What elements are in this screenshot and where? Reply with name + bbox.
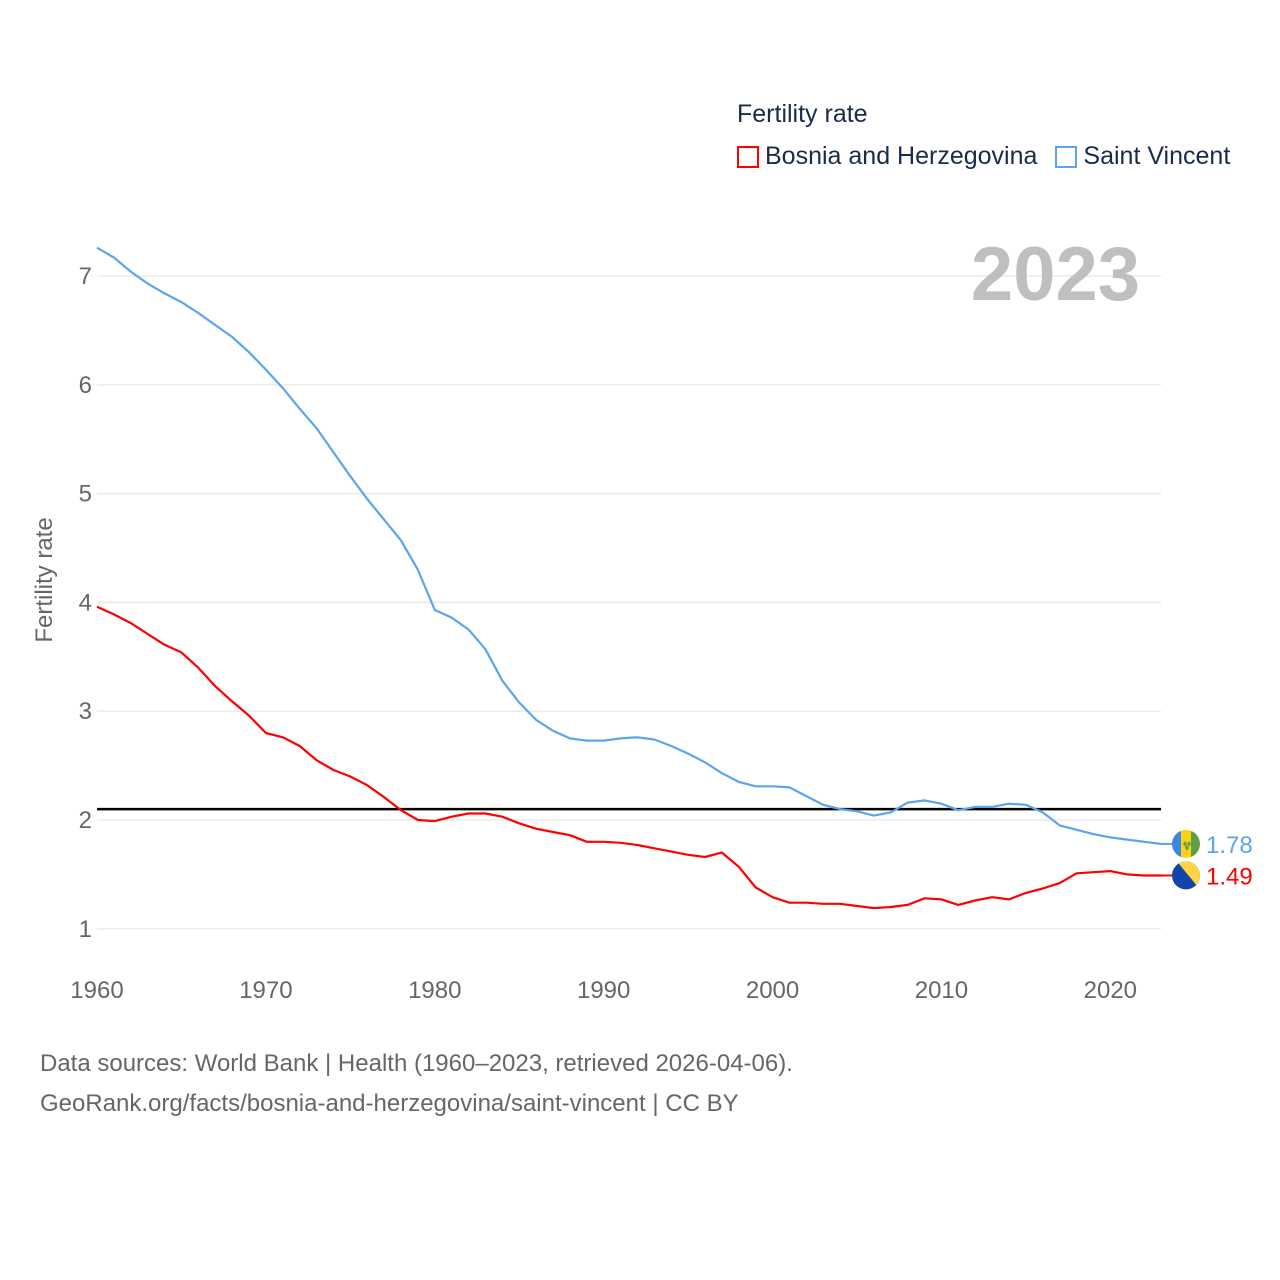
legend: Bosnia and Herzegovina Saint Vincent — [737, 142, 1230, 171]
flag-band — [1191, 829, 1200, 858]
x-tick-label: 2020 — [1084, 977, 1137, 1004]
series-line-bosnia — [96, 605, 1161, 910]
flag-icon-bosnia — [1172, 861, 1200, 890]
flag-triangle — [1177, 861, 1200, 890]
flag-icon-saint-vincent — [1172, 829, 1200, 858]
x-tick-label: 2000 — [746, 977, 799, 1004]
end-value-label: 1.49 — [1206, 863, 1253, 890]
x-tick-label: 1970 — [239, 977, 292, 1004]
source-note: Data sources: World Bank | Health (1960–… — [40, 1044, 793, 1124]
y-tick-label: 1 — [79, 916, 92, 943]
legend-item-bosnia[interactable]: Bosnia and Herzegovina — [737, 142, 1037, 171]
legend-label: Bosnia and Herzegovina — [765, 142, 1038, 170]
end-value-label: 1.78 — [1206, 832, 1253, 859]
legend-item-saint-vincent[interactable]: Saint Vincent — [1055, 142, 1230, 171]
source-line-1: Data sources: World Bank | Health (1960–… — [40, 1050, 793, 1077]
series-line-saint-vincent — [96, 246, 1162, 845]
y-tick-label: 4 — [79, 589, 92, 616]
x-tick-label: 1960 — [70, 977, 123, 1004]
legend-swatch — [1055, 145, 1078, 168]
x-tick-label: 2010 — [915, 977, 968, 1004]
y-tick-label: 5 — [79, 481, 92, 508]
x-tick-label: 1990 — [577, 977, 630, 1004]
y-tick-label: 6 — [79, 372, 92, 399]
flag — [1172, 829, 1200, 858]
legend-label: Saint Vincent — [1083, 142, 1231, 170]
source-line-2[interactable]: GeoRank.org/facts/bosnia-and-herzegovina… — [40, 1090, 739, 1117]
flag — [1172, 861, 1200, 890]
y-tick-label: 7 — [79, 263, 92, 290]
flag-diamonds — [1183, 840, 1191, 851]
y-tick-label: 3 — [79, 698, 92, 725]
flag-band — [1172, 829, 1181, 858]
legend-title: Fertility rate — [737, 100, 868, 128]
y-tick-label: 2 — [79, 807, 92, 834]
year-watermark: 2023 — [971, 232, 1140, 317]
y-axis-label: Fertility rate — [31, 517, 58, 642]
x-tick-label: 1980 — [408, 977, 461, 1004]
legend-swatch — [737, 145, 759, 168]
